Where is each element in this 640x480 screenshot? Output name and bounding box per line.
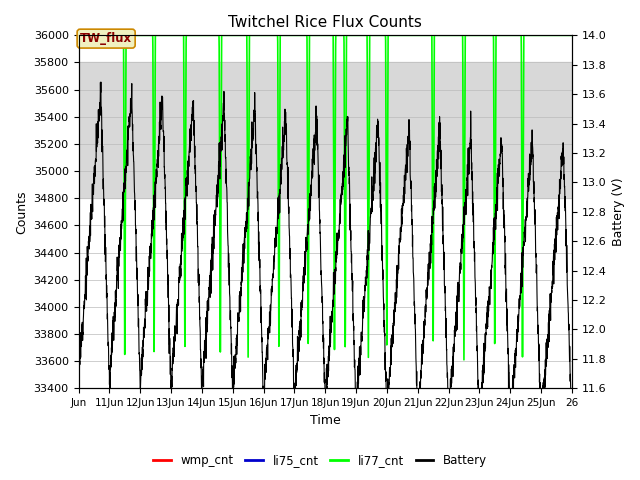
X-axis label: Time: Time bbox=[310, 414, 340, 427]
Legend: wmp_cnt, li75_cnt, li77_cnt, Battery: wmp_cnt, li75_cnt, li77_cnt, Battery bbox=[148, 449, 492, 472]
Text: TW_flux: TW_flux bbox=[80, 32, 132, 45]
Title: Twitchel Rice Flux Counts: Twitchel Rice Flux Counts bbox=[228, 15, 422, 30]
Bar bbox=[79, 62, 572, 198]
Y-axis label: Counts: Counts bbox=[15, 190, 28, 234]
Y-axis label: Battery (V): Battery (V) bbox=[612, 178, 625, 246]
